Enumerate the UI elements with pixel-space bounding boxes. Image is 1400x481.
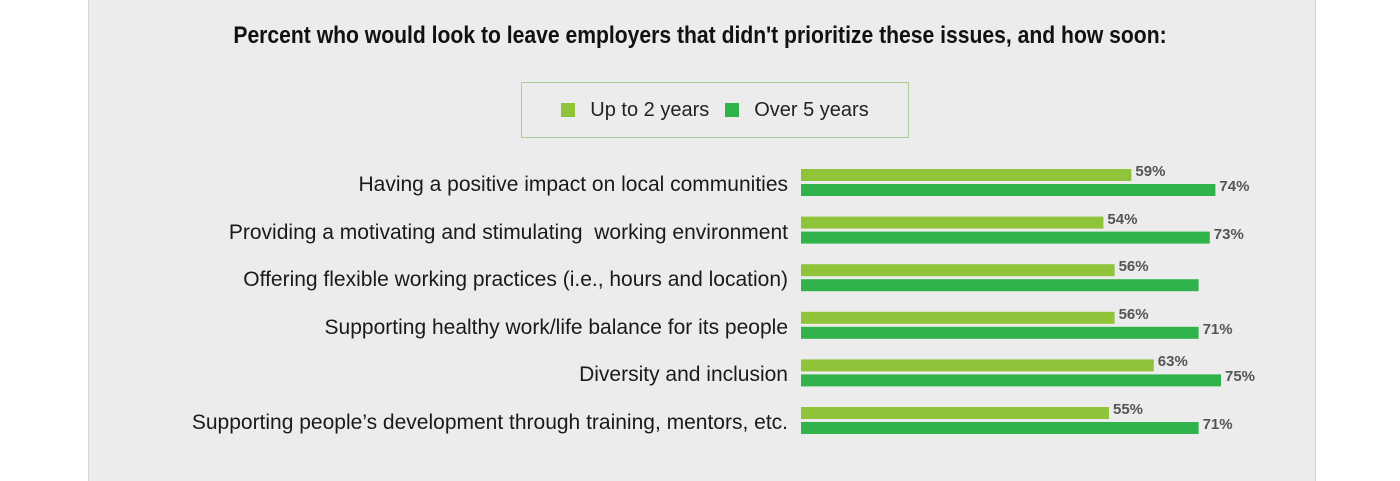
legend-label-series-a: Up to 2 years [590, 98, 710, 121]
data-label: 71% [1202, 320, 1233, 338]
data-label: 59% [1135, 163, 1166, 180]
category-label: Providing a motivating and stimulating w… [228, 220, 788, 244]
bar-series-a [801, 311, 1115, 324]
chart-title: Percent who would look to leave employer… [233, 22, 1167, 49]
bar-series-b [801, 422, 1199, 434]
bar-series-b [801, 231, 1210, 244]
legend-label-series-b: Over 5 years [754, 98, 869, 121]
legend-item-series-a: Up to 2 years [561, 99, 709, 122]
category-label: Having a positive impact on local commun… [358, 173, 788, 196]
data-label: 63% [1157, 353, 1188, 371]
legend-item-series-b: Over 5 years [725, 98, 869, 122]
legend-swatch-series-b [725, 103, 740, 117]
category-label: Supporting healthy work/life balance for… [324, 315, 788, 339]
bar-series-a [801, 169, 1132, 181]
bar-series-b [801, 279, 1199, 292]
data-label: 54% [1107, 210, 1138, 228]
bar-series-a [801, 264, 1115, 277]
bar-series-a [801, 359, 1154, 372]
data-label: 75% [1225, 368, 1256, 386]
data-label: 74% [1219, 178, 1250, 195]
bar-series-a [801, 407, 1109, 419]
bar-series-a [801, 216, 1104, 229]
chart-legend: Up to 2 years Over 5 years [521, 82, 909, 138]
bar-series-b [801, 374, 1221, 387]
data-label: 56% [1118, 305, 1149, 323]
category-label: Offering flexible working practices (i.e… [243, 268, 788, 292]
category-label: Diversity and inclusion [579, 363, 788, 387]
data-label: 71% [1202, 416, 1233, 433]
bar-series-b [801, 326, 1199, 339]
data-label: 55% [1113, 401, 1144, 418]
data-label: 73% [1213, 225, 1244, 243]
legend-swatch-series-a [561, 103, 576, 117]
bar-series-b [801, 184, 1216, 196]
data-label: 56% [1118, 258, 1149, 276]
category-label: Supporting people’s development through … [191, 411, 788, 434]
